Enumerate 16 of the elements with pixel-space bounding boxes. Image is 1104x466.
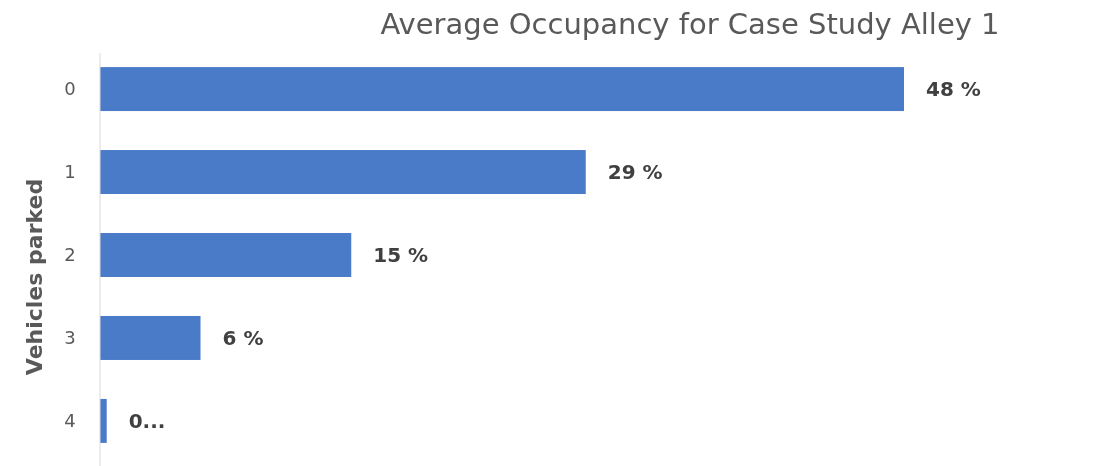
y-tick-label: 0 bbox=[64, 78, 76, 100]
bar bbox=[100, 233, 352, 277]
y-tick-label: 4 bbox=[64, 410, 76, 432]
data-label: 15 % bbox=[373, 243, 429, 267]
bar bbox=[100, 67, 904, 112]
data-label: 6 % bbox=[222, 325, 264, 350]
data-label: 29 % bbox=[607, 160, 663, 185]
data-label: 0... bbox=[128, 408, 166, 433]
y-tick-label: 1 bbox=[64, 161, 76, 183]
chart-title: Average Occupancy for Case Study Alley 1 bbox=[380, 7, 1000, 41]
y-tick-label: 2 bbox=[64, 244, 76, 266]
y-tick-label: 3 bbox=[64, 327, 76, 349]
bar bbox=[100, 150, 586, 195]
bar bbox=[100, 315, 201, 360]
data-label: 48 % bbox=[926, 77, 981, 102]
y-axis-title: Vehicles parked bbox=[22, 178, 47, 376]
